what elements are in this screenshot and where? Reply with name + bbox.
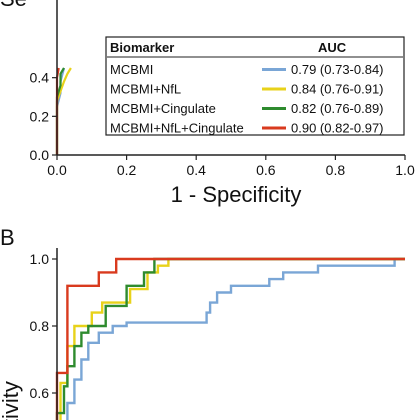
panel-b-y-tick-label: 0.6 (30, 385, 50, 401)
panel-b-curves (55, 257, 405, 420)
legend-entry-label: MCBMI+Cingulate (110, 101, 216, 116)
panel-a-series-line (55, 67, 72, 155)
panel-b-y-tick-label: 1.0 (30, 251, 50, 267)
legend-entry-label: MCBMI+NfL (110, 82, 181, 97)
panel-a-ticks: 0.0 0.2 0.4 0.6 0.8 1.0 0.0 0.2 0.4 (30, 70, 415, 178)
panel-a-x-tick-label: 1.0 (395, 162, 415, 178)
panel-a-y-tick-label: 0.2 (30, 108, 50, 124)
legend-box (105, 36, 405, 136)
panel-a-x-tick-label: 0.8 (326, 162, 346, 178)
panel-b-y-tick-label: 0.8 (30, 318, 50, 334)
panel-b-series-line (55, 257, 405, 420)
legend-entry-label: MCBMI (110, 62, 153, 77)
legend-entry-auc: 0.84 (0.76-0.91) (291, 82, 384, 97)
panel-a-y-axis-title: Se (0, 0, 27, 11)
legend-rows: MCBMI 0.79 (0.73-0.84) MCBMI+NfL 0.84 (0.76… (110, 62, 384, 136)
panel-a-x-tick-label: 0.0 (47, 162, 67, 178)
panel-a-y-tick-label: 0.4 (30, 70, 50, 86)
legend-header-biomarker: Biomarker (110, 40, 174, 55)
panel-a: 0.0 0.2 0.4 0.6 0.8 1.0 0.0 0.2 0.4 Se 1 - Speci… (0, 0, 415, 207)
legend-entry-auc: 0.90 (0.82-0.97) (291, 121, 384, 136)
panel-a-x-tick-label: 0.4 (186, 162, 206, 178)
legend-entry-label: MCBMI+NfL+Cingulate (110, 121, 244, 136)
panel-a-x-axis-title: 1 - Specificity (171, 182, 302, 207)
panel-a-x-tick-label: 0.6 (256, 162, 276, 178)
legend-header-auc: AUC (318, 40, 347, 55)
panel-b-ticks: 0.6 0.8 1.0 (30, 251, 57, 401)
panel-a-x-tick-label: 0.2 (117, 162, 137, 178)
legend: Biomarker AUC MCBMI 0.79 (0.73-0.84)MCBMI… (105, 36, 405, 136)
panel-b-series-line (55, 257, 405, 420)
legend-entry-auc: 0.79 (0.73-0.84) (291, 62, 384, 77)
panel-b-y-axis-title: itivity (0, 381, 23, 420)
panel-b-series-line (59, 257, 405, 420)
panel-b-series-line (66, 257, 405, 420)
panel-b-letter: B (0, 225, 15, 250)
legend-entry-auc: 0.82 (0.76-0.89) (291, 101, 384, 116)
panel-a-y-tick-label: 0.0 (30, 147, 50, 163)
panel-a-curves (55, 67, 72, 155)
panel-b: B 0.6 0.8 1.0 itivity (0, 225, 405, 420)
